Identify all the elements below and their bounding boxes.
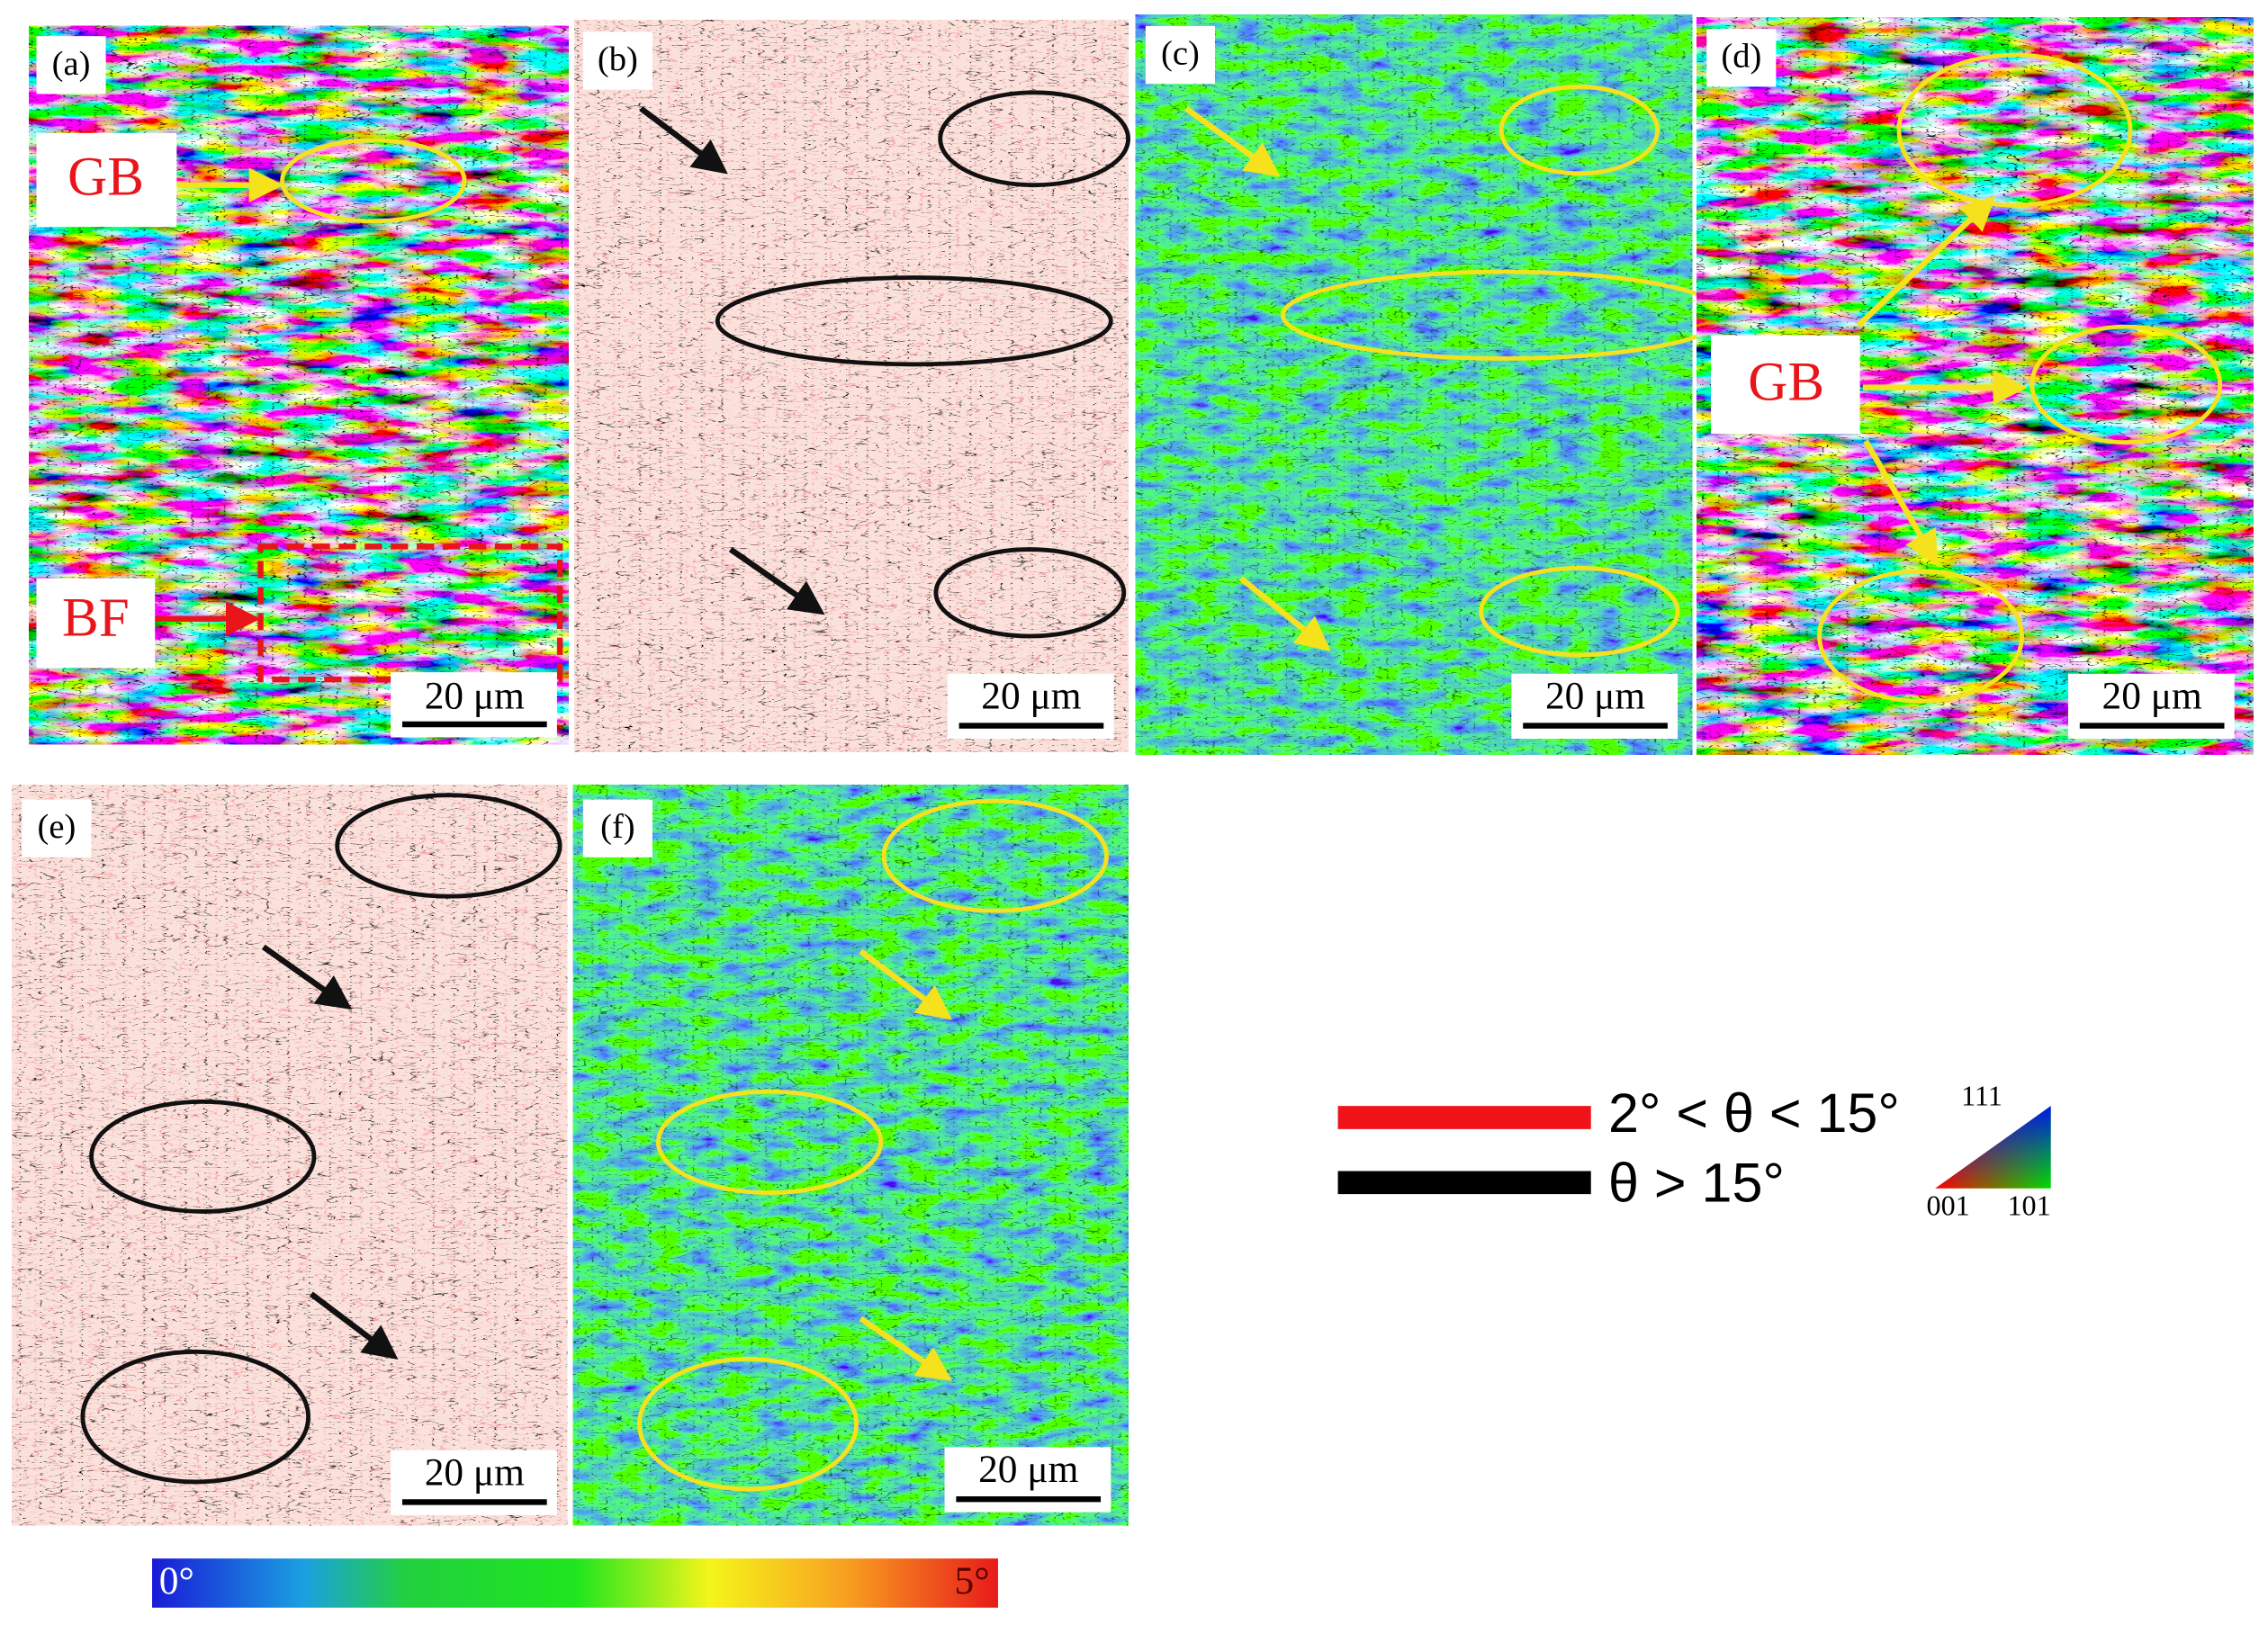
arrow	[309, 1291, 399, 1360]
arrow	[728, 546, 825, 615]
annotation: GB	[1748, 353, 1824, 413]
ellipse	[715, 275, 1113, 367]
ellipse	[881, 798, 1109, 913]
label-box	[1145, 25, 1215, 85]
panel-f: (f) 20 μm	[572, 785, 1129, 1526]
ebsd-map	[12, 785, 568, 1526]
panel-label: (f)	[600, 808, 635, 846]
label-box	[22, 799, 92, 857]
scale-bar-label: 20 μm	[978, 1448, 1078, 1491]
ipf-label: 001	[1927, 1190, 1970, 1222]
ebsd-map	[574, 20, 1129, 752]
annotation-box	[1711, 335, 1860, 435]
ellipse	[938, 90, 1130, 188]
ellipse	[1896, 52, 2133, 208]
panel-d: (d) GB 20 μm	[1696, 17, 2254, 755]
label-box	[36, 36, 106, 94]
ipf-triangle-shade	[1935, 1106, 2051, 1189]
colorbar-label: 0°	[159, 1559, 194, 1603]
annotation-box	[36, 132, 177, 228]
legend-label: 2° < θ < 15°	[1608, 1082, 1900, 1144]
ebsd-map	[1135, 14, 1693, 755]
panel-label: (e)	[38, 808, 76, 846]
panel-label: (c)	[1161, 35, 1200, 73]
legend-label: θ > 15°	[1608, 1152, 1785, 1213]
boundary-legend: 2° < θ < 15° θ > 15°	[1337, 1082, 1900, 1213]
scale-bar-label: 20 μm	[425, 1450, 525, 1494]
annotation: GB	[68, 147, 144, 207]
arrow	[639, 105, 728, 175]
colorbar: 0° 5°	[152, 1558, 998, 1608]
scale-bar-label: 20 μm	[1545, 675, 1645, 718]
scale-bar-label: 20 μm	[425, 675, 525, 718]
ellipse	[80, 1349, 310, 1485]
ellipse	[2030, 324, 2223, 445]
arrow	[1238, 576, 1331, 651]
ellipse	[655, 1089, 884, 1195]
ipf-label: 101	[2007, 1190, 2050, 1222]
arrow	[261, 944, 353, 1010]
label-box	[582, 31, 652, 90]
ellipse	[1817, 569, 2024, 704]
ellipse	[335, 793, 562, 899]
ellipse	[637, 1356, 859, 1492]
label-box	[1706, 29, 1777, 87]
ipf-label: 111	[1961, 1080, 2002, 1112]
panel-label: (d)	[1721, 38, 1761, 76]
ellipse	[933, 547, 1127, 639]
arrow	[859, 1315, 953, 1381]
ebsd-map	[572, 785, 1129, 1526]
panel-label: (a)	[52, 45, 91, 83]
panel-e: (e) 20 μm	[12, 785, 568, 1526]
arrow	[1184, 105, 1281, 177]
annotation: BF	[62, 588, 130, 649]
ellipse	[1498, 84, 1660, 176]
panel-c: (c) 20 μm	[1135, 14, 1728, 755]
label-box	[582, 799, 652, 857]
arrow	[859, 948, 952, 1020]
colorbar-gradient	[152, 1558, 998, 1608]
colorbar-label: 5°	[955, 1559, 990, 1603]
annotation-box	[36, 578, 156, 669]
ellipse	[280, 138, 467, 224]
scale-bar-label: 20 μm	[981, 675, 1081, 718]
scale-bar-label: 20 μm	[2102, 675, 2202, 718]
ellipse	[89, 1099, 317, 1214]
panel-a: (a) GB BF 20 μm	[29, 25, 569, 745]
arrow	[1863, 439, 1939, 566]
panel-b: (b) 20 μm	[574, 20, 1130, 752]
ellipse	[1479, 566, 1680, 658]
arrow	[1856, 195, 1996, 328]
panel-label: (b)	[598, 40, 638, 78]
ipf-key: 111 001 101	[1927, 1080, 2051, 1222]
